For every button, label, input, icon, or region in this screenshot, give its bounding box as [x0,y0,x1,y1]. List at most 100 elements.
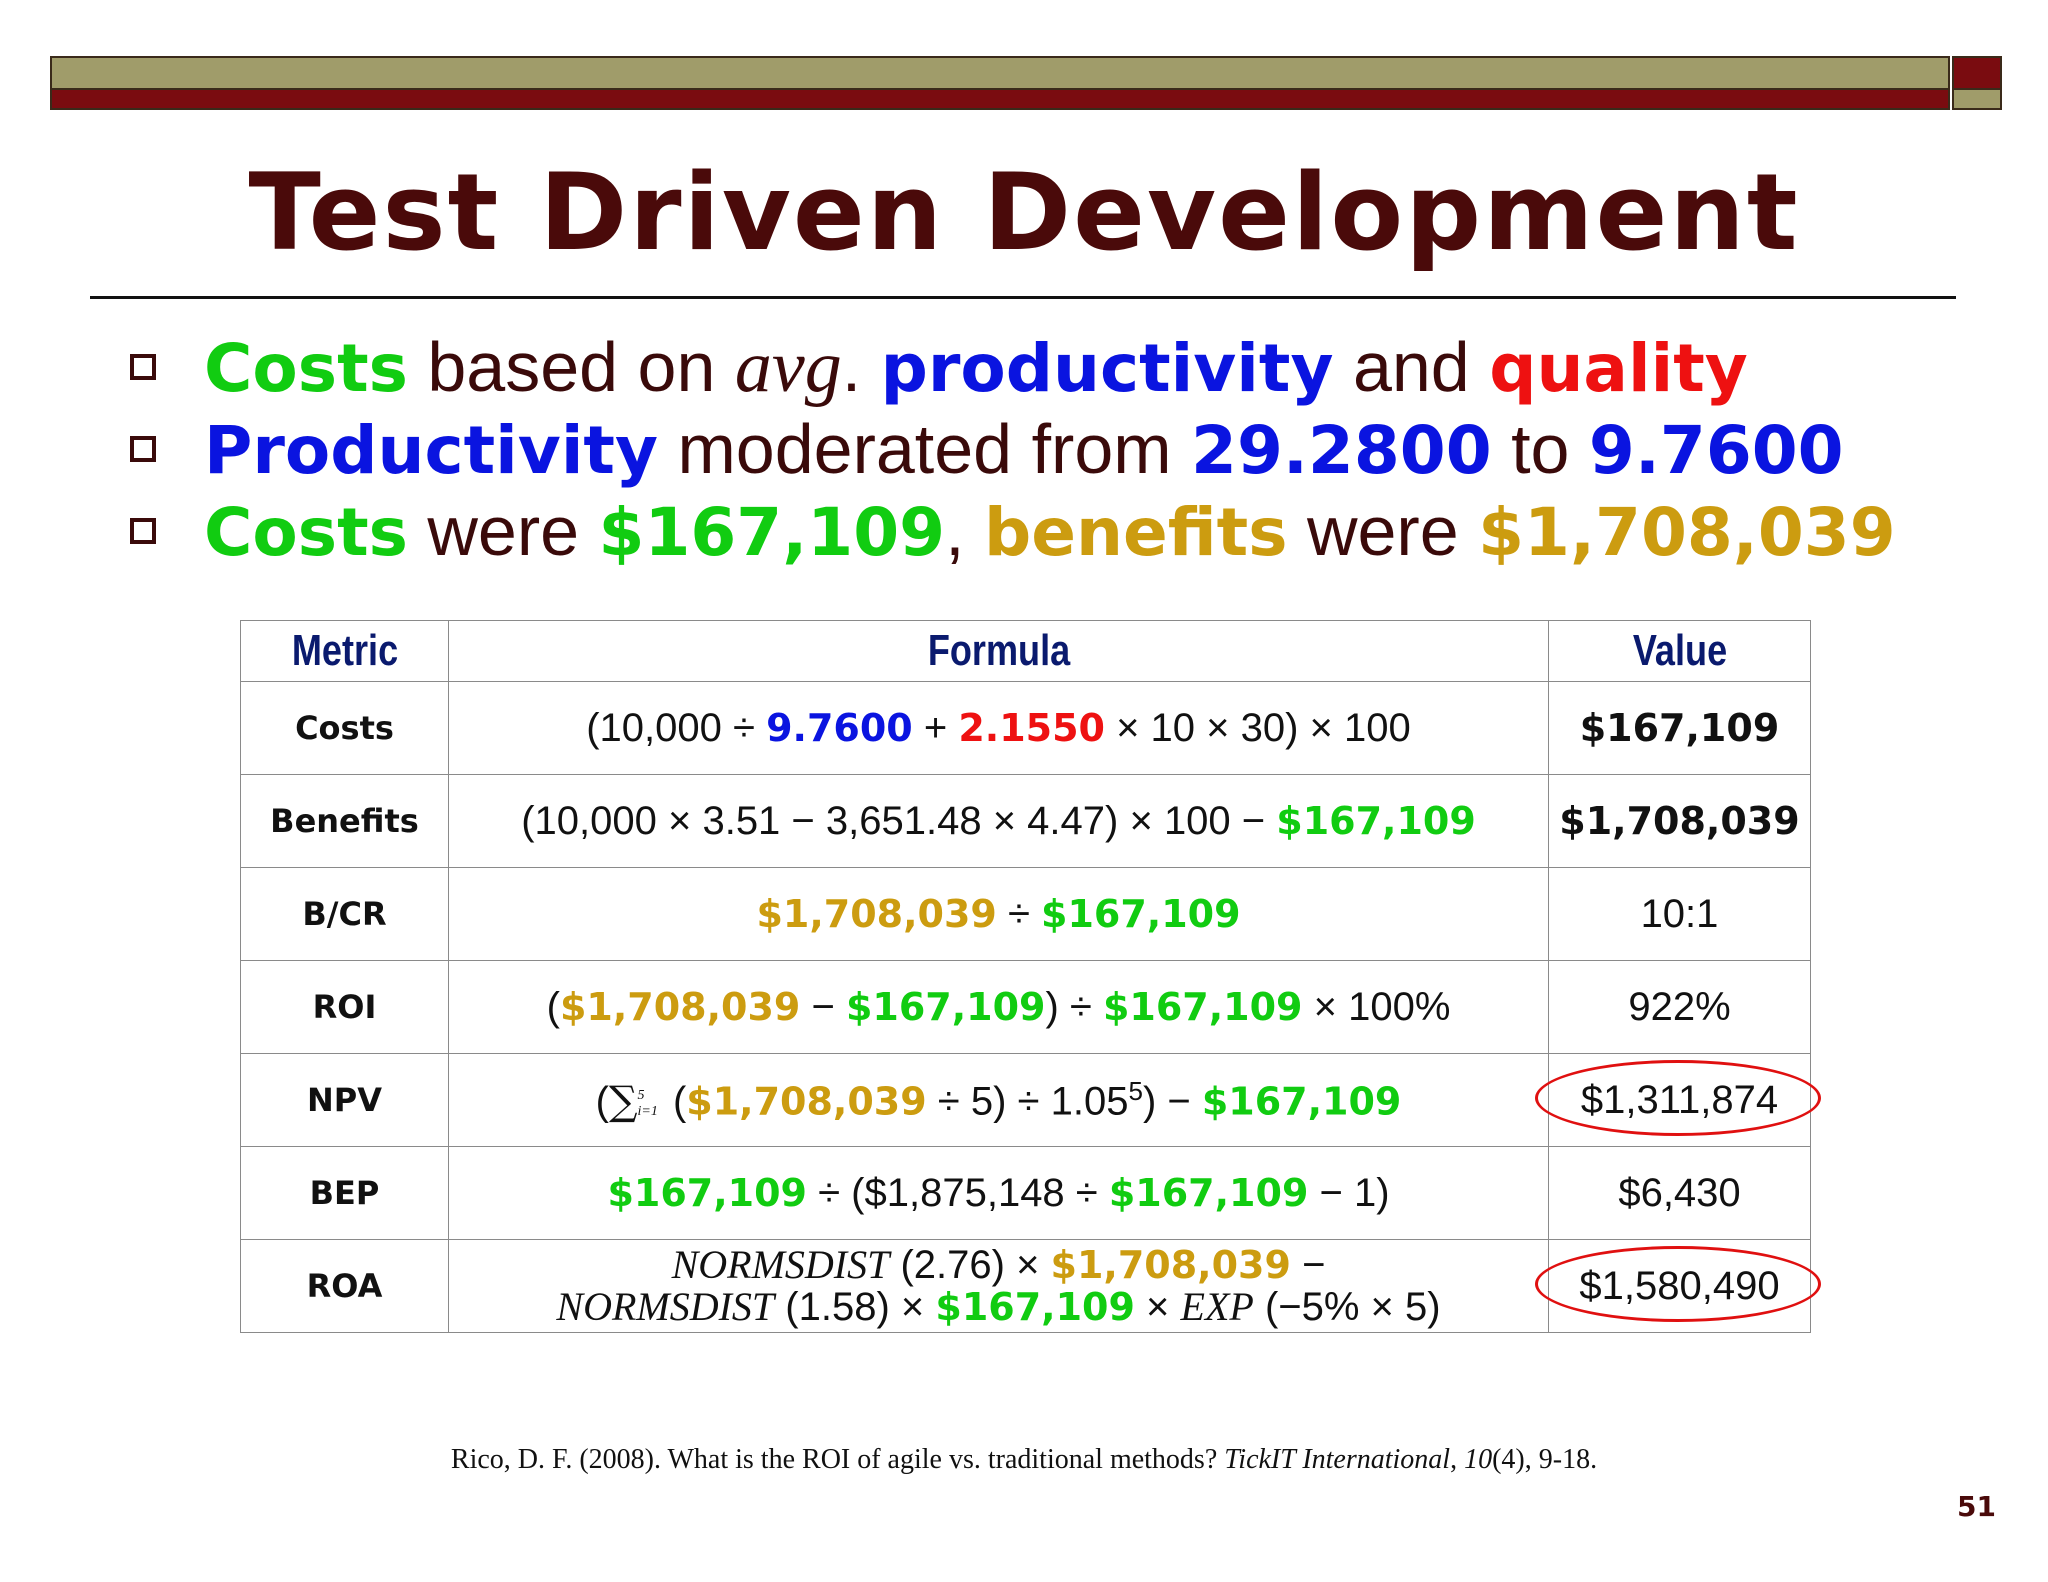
formula-costs: $167,109 [1041,891,1241,936]
formula-text: × 10 × 30) × 100 [1104,705,1411,750]
table-header-row: Metric Formula Value [241,620,1811,682]
bullet-3-text: , [945,492,984,570]
formula-func: EXP [1180,1284,1254,1329]
metric-roa: ROA [240,1239,449,1333]
formula-text: − [800,984,846,1029]
formula-text: ( [661,1079,687,1124]
citation-text: (4), 9-18. [1492,1444,1598,1475]
bullet-square-icon [130,354,156,380]
bullet-1-productivity: productivity [880,330,1334,407]
table-row-costs: Costs (10,000 ÷ 9.7600 + 2.1550 × 10 × 3… [240,681,1811,775]
bullet-3-benefits-value: $1,708,039 [1478,494,1896,571]
formula-costs: $167,109 [1276,798,1476,843]
formula-text: − [1290,1243,1326,1287]
formula-benefits: $1,708,039 [559,984,801,1029]
bullet-1-text: and [1333,328,1490,406]
value-npv: $1,311,874 [1535,1053,1821,1147]
citation-text: , [1450,1444,1465,1475]
formula-text: (−5% × 5) [1253,1285,1441,1329]
formula-quality: 2.1550 [958,705,1105,750]
citation: Rico, D. F. (2008). What is the ROI of a… [0,1444,2048,1476]
bullet-2-to-value: 9.7600 [1588,412,1844,489]
formula-func: NORMSDIST [671,1242,890,1287]
formula-roa-line-2: NORMSDIST (1.58) × $167,109 × EXP (−5% ×… [449,1284,1548,1329]
value-benefits: $1,708,039 [1548,774,1811,868]
table-row-roa: ROA NORMSDIST (2.76) × $1,708,039 − NORM… [240,1239,1821,1333]
formula-bcr: $1,708,039 ÷ $167,109 [448,867,1549,961]
formula-roi: ($1,708,039 − $167,109) ÷ $167,109 × 100… [448,960,1549,1054]
slide-title: Test Driven Development [248,151,1800,274]
formula-text: ) − [1142,1079,1202,1124]
formula-productivity: 9.7600 [766,705,913,750]
metric-roi: ROI [240,960,449,1054]
citation-volume: 10 [1464,1444,1493,1475]
bullet-2: Productivity moderated from 29.2800 to 9… [124,408,2024,490]
formula-text: ÷ 5) ÷ 1.05 [926,1079,1129,1124]
formula-roa: NORMSDIST (2.76) × $1,708,039 − NORMSDIS… [448,1239,1549,1333]
formula-text: ( [546,984,560,1029]
metrics-table: Metric Formula Value Costs (10,000 ÷ 9.7… [240,620,1821,1333]
bullet-1-text: based on [407,328,735,406]
metric-npv: NPV [240,1053,449,1147]
formula-costs: $167,109 [935,1285,1135,1329]
formula-text: ÷ [996,891,1042,936]
header-metric: Metric [258,620,431,682]
bullet-square-icon [130,436,156,462]
metric-bep: BEP [240,1146,449,1240]
formula-benefits: $1,708,039 [686,1079,927,1124]
corner-square-olive [1952,90,2002,110]
formula-costs: $167,109 [1108,1170,1309,1215]
table-row-bcr: B/CR $1,708,039 ÷ $167,109 10:1 [240,867,1811,961]
formula-text: (10,000 ÷ [586,705,767,750]
highlight-circle [1535,1246,1821,1322]
value-roi: 922% [1548,960,1811,1054]
metric-benefits: Benefits [240,774,449,868]
formula-text: × [1134,1285,1181,1329]
sigma-upper: 5 [637,1087,645,1103]
bullet-square-icon [130,518,156,544]
top-decoration-bar [50,56,2002,112]
formula-func: NORMSDIST [556,1284,775,1329]
table-row-roi: ROI ($1,708,039 − $167,109) ÷ $167,109 ×… [240,960,1811,1054]
formula-text: + [912,705,959,750]
formula-text: ÷ ($1,875,148 ÷ [806,1170,1109,1215]
formula-text: − 1) [1308,1170,1390,1215]
exponent: 5 [1128,1075,1143,1106]
value-roa: $1,580,490 [1535,1239,1821,1333]
formula-benefits: $1,708,039 [756,891,997,936]
bullet-list: Costs based on avg. productivity and qua… [124,326,2024,572]
title-rule [90,296,1956,299]
formula-roa-line-1: NORMSDIST (2.76) × $1,708,039 − [449,1242,1548,1287]
table-row-bep: BEP $167,109 ÷ ($1,875,148 ÷ $167,109 − … [240,1146,1811,1240]
corner-square-maroon [1952,56,2002,90]
formula-text: (1.58) × [774,1285,936,1329]
bullet-3-text: were [1287,492,1479,570]
formula-costs: (10,000 ÷ 9.7600 + 2.1550 × 10 × 30) × 1… [448,681,1549,775]
formula-npv: (∑5 i=1 ($1,708,039 ÷ 5) ÷ 1.055) − $167,… [448,1053,1549,1147]
bullet-2-text: to [1491,410,1589,488]
table-row-benefits: Benefits (10,000 × 3.51 − 3,651.48 × 4.4… [240,774,1811,868]
metric-costs: Costs [240,681,449,775]
formula-text: × 100% [1302,984,1451,1029]
bullet-2-text: moderated from [658,410,1192,488]
sigma-symbol: ∑ [608,1078,638,1125]
sigma-lower: i=1 [637,1103,658,1119]
sigma-limits: 5 i=1 [638,1088,658,1120]
value-bep: $6,430 [1548,1146,1811,1240]
page-number: 51 [1957,1490,1996,1523]
value-bcr: 10:1 [1548,867,1811,961]
highlight-circle [1535,1060,1821,1136]
formula-benefits: $1,708,039 [1050,1243,1291,1287]
formula-bep: $167,109 ÷ ($1,875,148 ÷ $167,109 − 1) [448,1146,1549,1240]
formula-costs: $167,109 [1102,984,1303,1029]
header-value: Value [1571,620,1788,682]
bullet-2-from-value: 29.2800 [1191,412,1492,489]
olive-stripe [50,56,1950,90]
bullet-1: Costs based on avg. productivity and qua… [124,326,2024,408]
bullet-3: Costs were $167,109, benefits were $1,70… [124,490,2024,572]
metric-bcr: B/CR [240,867,449,961]
value-costs: $167,109 [1548,681,1811,775]
formula-text: ( [595,1079,609,1124]
formula-costs: $167,109 [845,984,1046,1029]
table-row-npv: NPV (∑5 i=1 ($1,708,039 ÷ 5) ÷ 1.055) − $… [240,1053,1821,1147]
